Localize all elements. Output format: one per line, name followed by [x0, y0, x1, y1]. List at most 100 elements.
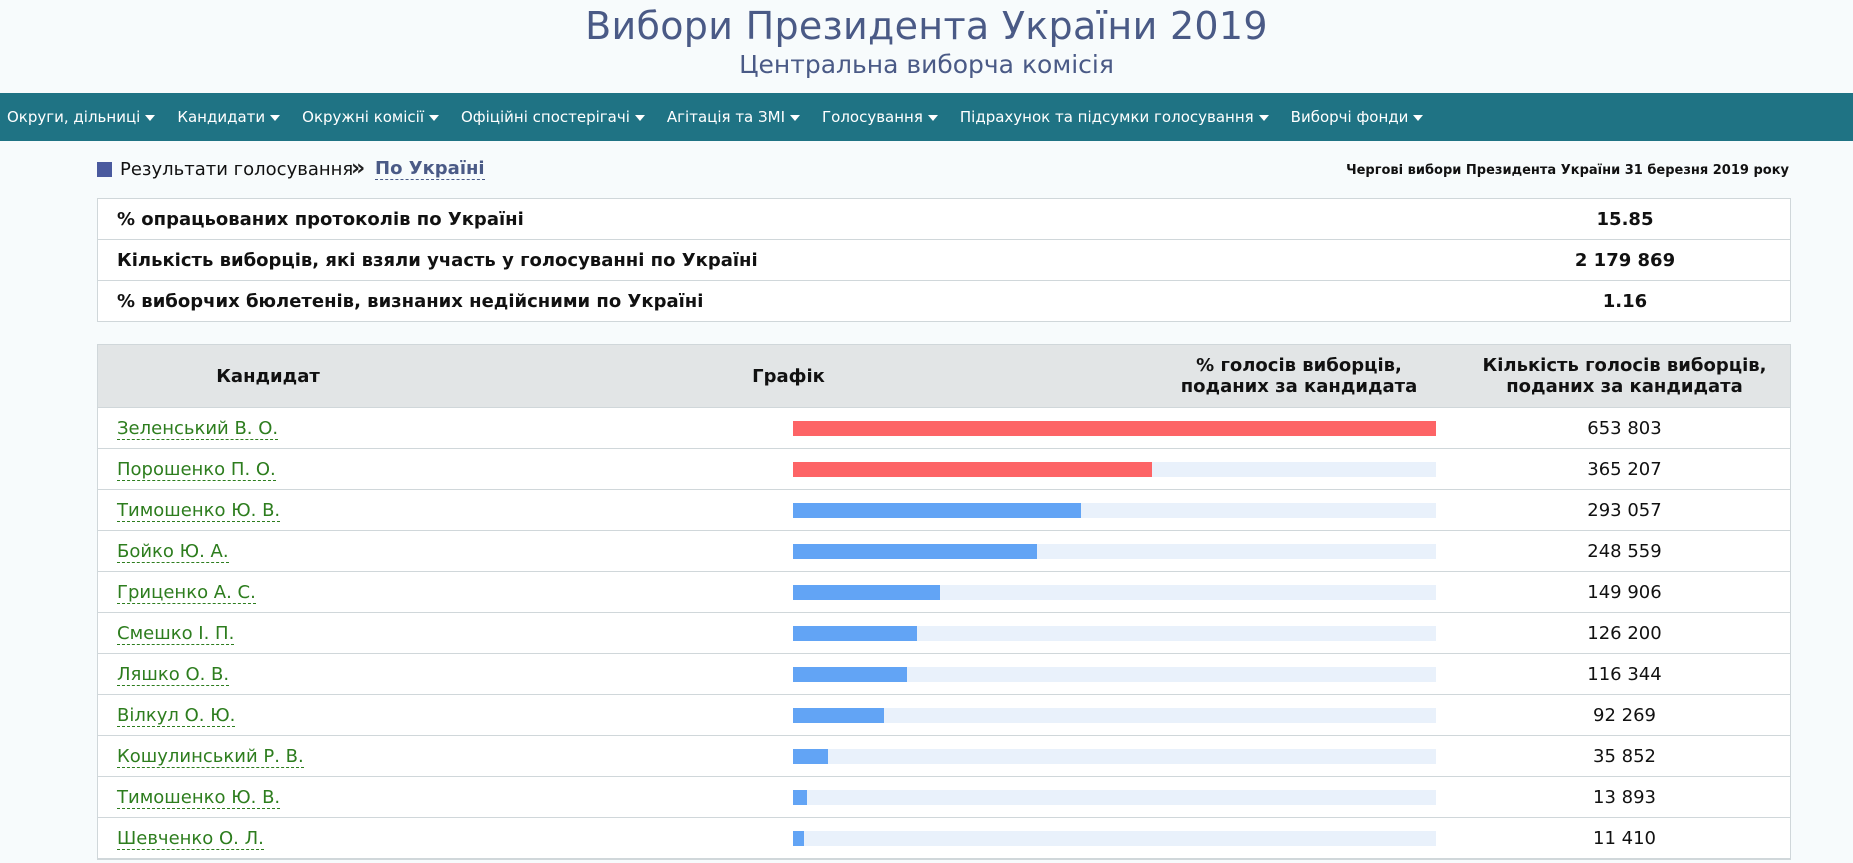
- caret-down-icon: [429, 114, 439, 121]
- table-row: Гриценко А. С.6.87149 906: [98, 572, 1790, 613]
- nav-label: Кандидати: [177, 108, 266, 126]
- nav-item-counting[interactable]: Підрахунок та підсумки голосування: [960, 108, 1269, 126]
- table-row: Зеленський В. О.29.99653 803: [98, 408, 1790, 449]
- nav-item-district-commissions[interactable]: Окружні комісії: [302, 108, 439, 126]
- candidate-name: Тимошенко Ю. В.: [117, 499, 281, 522]
- summary-row: Кількість виборців, які взяли участь у г…: [98, 240, 1790, 281]
- election-title: Чергові вибори Президента України 31 бер…: [1346, 163, 1789, 178]
- nav-item-funds[interactable]: Виборчі фонди: [1291, 108, 1424, 126]
- bar: [793, 421, 1436, 436]
- header-percent-line2: поданих за кандидата: [1180, 376, 1418, 397]
- table-row: Порошенко П. О.16.75365 207: [98, 449, 1790, 490]
- bar-track: [793, 831, 1436, 846]
- table-row: Тимошенко Ю. В.0.6313 893: [98, 777, 1790, 818]
- candidate-link[interactable]: Ляшко О. В.: [98, 663, 438, 686]
- candidate-link[interactable]: Гриценко А. С.: [98, 581, 438, 604]
- bar-cell: [438, 695, 1436, 735]
- breadcrumb: Результати голосування » По Україні Черг…: [97, 156, 1789, 185]
- bar-cell: [438, 818, 1436, 858]
- summary-label: Кількість виборців, які взяли участь у г…: [117, 249, 758, 271]
- site-subtitle: Центральна виборча комісія: [739, 50, 1114, 79]
- breadcrumb-link-ukraine[interactable]: По Україні: [375, 158, 485, 180]
- vote-count: 35 852: [1593, 745, 1656, 767]
- breadcrumb-label: Результати голосування: [120, 159, 354, 180]
- header-votes-line1: Кількість голосів виборців,: [1482, 355, 1767, 376]
- candidate-name: Зеленський В. О.: [117, 417, 279, 440]
- table-row: Смешко І. П.5.78126 200: [98, 613, 1790, 654]
- candidate-link[interactable]: Бойко Ю. А.: [98, 540, 438, 563]
- bar: [793, 462, 1153, 477]
- candidate-link[interactable]: Смешко І. П.: [98, 622, 438, 645]
- nav-label: Підрахунок та підсумки голосування: [959, 108, 1254, 126]
- bar-track: [793, 462, 1436, 477]
- candidate-name: Шевченко О. Л.: [117, 827, 264, 850]
- header-percent: % голосів виборців, поданих за кандидата: [1139, 355, 1459, 397]
- caret-down-icon: [145, 114, 156, 121]
- summary-label: % опрацьованих протоколів по Україні: [117, 208, 524, 230]
- bar: [793, 585, 941, 600]
- candidate-link[interactable]: Зеленський В. О.: [98, 417, 438, 440]
- candidate-name: Тимошенко Ю. В.: [117, 786, 281, 809]
- site-title: Вибори Президента України 2019: [585, 4, 1268, 48]
- vote-count: 653 803: [1587, 417, 1662, 439]
- candidate-link[interactable]: Кошулинський Р. В.: [98, 745, 438, 768]
- candidate-name: Вілкул О. Ю.: [117, 704, 236, 727]
- nav-item-candidates[interactable]: Кандидати: [177, 108, 281, 126]
- bar-track: [793, 544, 1436, 559]
- bar-track: [793, 585, 1436, 600]
- vote-count: 248 559: [1587, 540, 1662, 562]
- nav-item-districts[interactable]: Округи, дільниці: [7, 108, 156, 126]
- nav-label: Окружні комісії: [302, 108, 424, 126]
- bar-cell: [438, 777, 1436, 817]
- candidate-link[interactable]: Шевченко О. Л.: [98, 827, 438, 850]
- caret-down-icon: [634, 114, 645, 121]
- candidate-link[interactable]: Тимошенко Ю. В.: [98, 786, 438, 809]
- header-candidate: Кандидат: [216, 365, 320, 387]
- nav-label: Офіційні спостерігачі: [461, 108, 630, 126]
- bar: [793, 831, 805, 846]
- bar-cell: [438, 531, 1436, 571]
- candidate-link[interactable]: Тимошенко Ю. В.: [98, 499, 438, 522]
- table-row: Ляшко О. В.5.33116 344: [98, 654, 1790, 695]
- caret-down-icon: [790, 114, 800, 121]
- table-row: Шевченко О. Л.0.5211 410: [98, 818, 1790, 859]
- nav-label: Голосування: [822, 108, 923, 126]
- candidate-name: Гриценко А. С.: [117, 581, 256, 604]
- bar-cell: [438, 613, 1436, 653]
- bar: [793, 503, 1082, 518]
- vote-count: 11 410: [1593, 827, 1656, 849]
- nav-item-agitation[interactable]: Агітація та ЗМІ: [667, 108, 800, 126]
- bar-cell: [438, 572, 1436, 612]
- candidate-name: Бойко Ю. А.: [117, 540, 229, 563]
- header-percent-line1: % голосів виборців,: [1196, 355, 1402, 376]
- bar-cell: [438, 408, 1436, 448]
- results-table: Кандидат Графік % голосів виборців, пода…: [97, 344, 1791, 860]
- candidate-name: Ляшко О. В.: [117, 663, 230, 686]
- caret-down-icon: [270, 114, 281, 121]
- bar-track: [793, 667, 1436, 682]
- candidate-link[interactable]: Порошенко П. О.: [98, 458, 438, 481]
- bar: [793, 708, 884, 723]
- header-votes-line2: поданих за кандидата: [1506, 376, 1743, 397]
- vote-count: 92 269: [1593, 704, 1656, 726]
- summary-row: % опрацьованих протоколів по Україні 15.…: [98, 199, 1790, 240]
- bar-track: [793, 503, 1436, 518]
- table-row: Кошулинський Р. В.1.6435 852: [98, 736, 1790, 777]
- table-row: Бойко Ю. А.11.40248 559: [98, 531, 1790, 572]
- breadcrumb-separator: »: [351, 156, 366, 181]
- vote-count: 126 200: [1587, 622, 1662, 644]
- nav-item-voting[interactable]: Голосування: [822, 108, 938, 126]
- bar-track: [793, 708, 1436, 723]
- nav-label: Виборчі фонди: [1290, 108, 1409, 126]
- header-chart: Графік: [752, 365, 825, 387]
- bar-cell: [438, 490, 1436, 530]
- table-row: Тимошенко Ю. В.13.44293 057: [98, 490, 1790, 531]
- results-header: Кандидат Графік % голосів виборців, пода…: [98, 345, 1790, 408]
- bar-track: [793, 790, 1436, 805]
- square-bullet-icon: [97, 162, 112, 177]
- nav-item-observers[interactable]: Офіційні спостерігачі: [461, 108, 645, 126]
- main-nav: Округи, дільниці Кандидати Окружні коміс…: [0, 93, 1853, 141]
- summary-row: % виборчих бюлетенів, визнаних недійсним…: [98, 281, 1790, 321]
- candidate-link[interactable]: Вілкул О. Ю.: [98, 704, 438, 727]
- vote-count: 116 344: [1587, 663, 1662, 685]
